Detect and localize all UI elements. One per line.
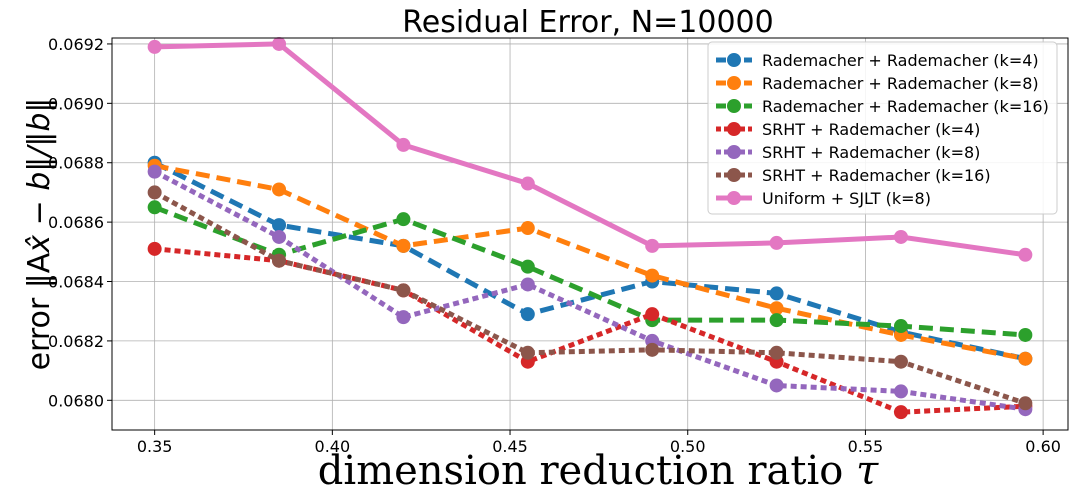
data-point (272, 253, 287, 268)
data-point (1018, 351, 1033, 366)
series-srht-rademacher-k-16 (147, 185, 1033, 411)
data-point (645, 307, 660, 322)
series-line-srht-rademacher-k-4 (154, 246, 1026, 415)
series-line-srht-rademacher-k-16 (153, 190, 1027, 406)
y-tick-label: 0.0680 (48, 391, 104, 410)
data-point (396, 310, 411, 325)
legend-marker (727, 191, 741, 205)
legend-marker (727, 122, 741, 136)
series-srht-rademacher-k-8 (147, 164, 1033, 417)
data-point (769, 378, 784, 393)
y-tick-label: 0.0690 (48, 94, 104, 113)
data-point (520, 176, 535, 191)
data-point (147, 185, 162, 200)
data-point (272, 218, 287, 233)
plot-area (147, 36, 1033, 420)
legend-label: SRHT + Rademacher (k=4) (762, 120, 980, 139)
y-tick-label: 0.0684 (48, 273, 104, 292)
series-line-srht-rademacher-k-8 (153, 169, 1026, 412)
data-point (893, 384, 908, 399)
data-point (396, 238, 411, 253)
axes-frame (111, 37, 1069, 431)
legend-marker (727, 145, 741, 159)
x-axis-label: dimension reduction ratio τ (318, 448, 879, 494)
series-line-rademacher-rademacher-k-8 (154, 163, 1026, 362)
series-line-uniform-sjlt-k-8 (154, 41, 1026, 258)
data-point (147, 200, 162, 215)
data-point (769, 301, 784, 316)
legend-entry-rademacher-rademacher-k-8: Rademacher + Rademacher (k=8) (716, 74, 1039, 93)
y-tick-label: 0.0692 (48, 35, 104, 54)
data-point (1018, 396, 1033, 411)
data-point (893, 229, 908, 244)
data-point (1018, 247, 1033, 262)
data-point (272, 229, 287, 244)
x-tick-label: 0.50 (670, 437, 706, 456)
legend-label: Rademacher + Rademacher (k=8) (762, 74, 1039, 93)
data-point (893, 354, 908, 369)
legend-marker (727, 168, 741, 182)
legend-entry-srht-rademacher-k-16: SRHT + Rademacher (k=16) (716, 166, 991, 185)
data-point (769, 345, 784, 360)
data-point (520, 259, 535, 274)
legend-entry-srht-rademacher-k-8: SRHT + Rademacher (k=8) (716, 143, 980, 162)
x-tick-label: 0.40 (315, 437, 351, 456)
data-point (147, 164, 162, 179)
legend-label: SRHT + Rademacher (k=16) (762, 166, 991, 185)
data-point (396, 212, 411, 227)
data-point (893, 319, 908, 334)
data-point (520, 277, 535, 292)
legend-box (707, 41, 1058, 215)
data-point (645, 342, 660, 357)
x-tick-label: 0.55 (848, 437, 884, 456)
legend-label: SRHT + Rademacher (k=8) (762, 143, 980, 162)
data-point (893, 405, 908, 420)
y-axis-label: error ‖Ax̂ − b‖/‖b‖ (22, 98, 57, 371)
x-tick-label: 0.60 (1025, 437, 1061, 456)
data-point (645, 268, 660, 283)
data-point (769, 235, 784, 250)
legend: Rademacher + Rademacher (k=4) Rademacher … (707, 41, 1058, 215)
x-tick-label: 0.35 (137, 437, 173, 456)
data-point (769, 286, 784, 301)
data-point (272, 36, 287, 51)
y-tick-label: 0.0686 (48, 213, 104, 232)
data-point (147, 39, 162, 54)
data-point (520, 345, 535, 360)
legend-label: Rademacher + Rademacher (k=4) (762, 51, 1039, 70)
data-point (272, 182, 287, 197)
legend-entry-srht-rademacher-k-4: SRHT + Rademacher (k=4) (716, 120, 980, 139)
axis-ticks: 0.35 0.40 0.45 0.50 0.55 0.60 0.0680 0.0682 0.06… (48, 35, 1061, 456)
legend-entry-uniform-sjlt-k-8: Uniform + SJLT (k=8) (716, 189, 931, 208)
legend-entry-rademacher-rademacher-k-4: Rademacher + Rademacher (k=4) (716, 51, 1039, 70)
legend-entry-rademacher-rademacher-k-16: Rademacher + Rademacher (k=16) (716, 97, 1049, 116)
y-tick-label: 0.0688 (48, 154, 104, 173)
data-point (396, 137, 411, 152)
data-point (396, 283, 411, 298)
data-point (520, 221, 535, 236)
data-point (645, 238, 660, 253)
x-tick-label: 0.45 (492, 437, 528, 456)
y-tick-label: 0.0682 (48, 332, 104, 351)
data-point (769, 313, 784, 328)
legend-label: Uniform + SJLT (k=8) (762, 189, 931, 208)
legend-marker (727, 76, 741, 90)
data-point (147, 241, 162, 256)
series-uniform-sjlt-k-8 (147, 36, 1033, 262)
legend-marker (727, 99, 741, 113)
data-point (520, 307, 535, 322)
chart-title: Residual Error, N=10000 (402, 5, 773, 40)
legend-label: Rademacher + Rademacher (k=16) (762, 97, 1049, 116)
data-point (1018, 327, 1033, 342)
legend-marker (727, 53, 741, 67)
